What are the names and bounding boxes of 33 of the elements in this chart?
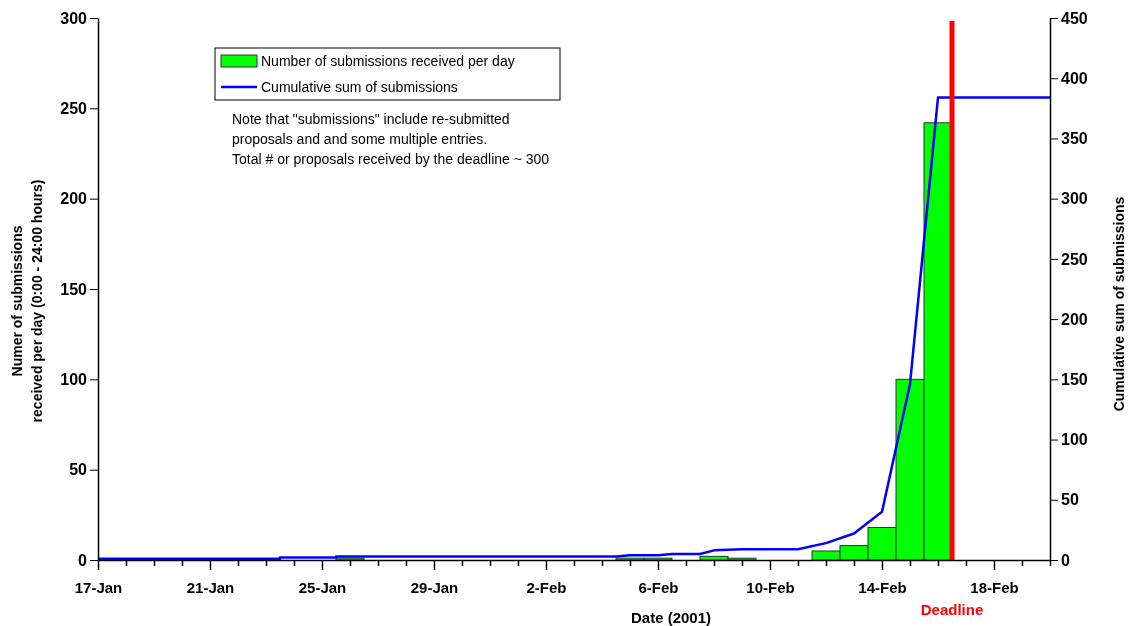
y2-tick-label: 450: [1061, 9, 1088, 27]
y-tick-label: 150: [60, 280, 88, 298]
legend-label: Cumulative sum of submissions: [261, 79, 458, 95]
x-tick-label: 21-Jan: [186, 579, 235, 596]
y2-tick-label: 300: [1061, 190, 1088, 208]
legend-label: Number of submissions received per day: [261, 53, 515, 69]
x-tick-label: 10-Feb: [746, 579, 795, 596]
ref-line-label: Deadline: [920, 601, 984, 618]
x-tick-label: 6-Feb: [638, 579, 679, 596]
y-tick-label: 300: [60, 9, 88, 27]
y-tick-label: 50: [69, 461, 88, 479]
y2-tick-label: 0: [1061, 551, 1070, 569]
annotation: Note that "submissions" include re-submitted proposals and and some multiple entries. Total # or proposals received by the deadline ~ 300: [232, 111, 550, 167]
y-tick-label: 0: [78, 551, 88, 569]
x-tick-label: 17-Jan: [74, 579, 123, 596]
y2-axis-title: Cumulative sum of submissions: [1111, 196, 1127, 412]
y2-tick-label: 350: [1061, 130, 1088, 148]
x-tick-label: 25-Jan: [298, 579, 347, 596]
x-tick-label: 18-Feb: [970, 579, 1019, 596]
y-tick-label: 200: [60, 190, 88, 208]
x-axis-title: Date (2001): [630, 609, 712, 626]
x-tick-label: 14-Feb: [858, 579, 907, 596]
x-tick-label: 2-Feb: [526, 579, 567, 596]
x-tick-label: 29-Jan: [410, 579, 459, 596]
y2-tick-label: 200: [1061, 310, 1088, 328]
y-tick-label: 250: [60, 99, 88, 117]
y-tick-label: 100: [60, 370, 88, 388]
y2-tick-label: 250: [1061, 250, 1088, 268]
y2-tick-label: 100: [1061, 431, 1088, 449]
y2-tick-label: 150: [1061, 370, 1088, 388]
y-axis-title: Numer of submissions received per day (0:00 - 24:00 hours): [9, 179, 45, 423]
y2-tick-label: 50: [1061, 491, 1079, 509]
y2-tick-label: 400: [1061, 69, 1088, 87]
